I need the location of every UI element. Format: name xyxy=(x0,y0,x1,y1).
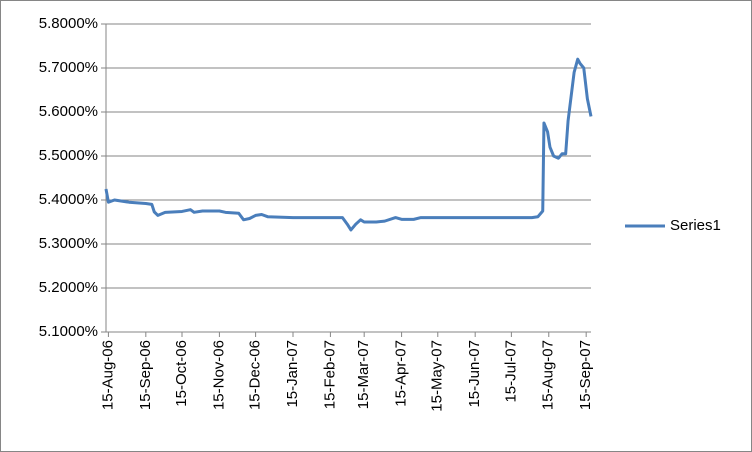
x-tick-label: 15-Jan-07 xyxy=(284,340,301,408)
x-tick-label: 15-Jul-07 xyxy=(502,340,519,403)
x-tick-label: 15-Dec-06 xyxy=(247,340,264,410)
x-tick-label: 15-Nov-06 xyxy=(210,340,227,410)
legend-label: Series1 xyxy=(670,217,721,234)
y-tick-label: 5.7000% xyxy=(39,59,98,76)
y-tick-label: 5.3000% xyxy=(39,235,98,252)
x-tick-label: 15-Sep-07 xyxy=(577,340,594,410)
x-tick-label: 15-Mar-07 xyxy=(355,340,372,409)
x-tick-label: 15-Apr-07 xyxy=(393,340,410,407)
x-tick-label: 15-Aug-06 xyxy=(99,340,116,410)
y-tick-label: 5.5000% xyxy=(39,147,98,164)
y-tick-label: 5.2000% xyxy=(39,279,98,296)
x-tick-label: 15-May-07 xyxy=(429,340,446,412)
x-tick-label: 15-Aug-07 xyxy=(540,340,557,410)
x-tick-label: 15-Jun-07 xyxy=(466,340,483,408)
x-tick-label: 15-Sep-06 xyxy=(137,340,154,410)
y-tick-label: 5.8000% xyxy=(39,15,98,32)
y-tick-label: 5.6000% xyxy=(39,103,98,120)
y-tick-label: 5.1000% xyxy=(39,323,98,340)
line xyxy=(104,57,593,232)
y-tick-label: 5.4000% xyxy=(39,191,98,208)
x-tick-label: 15-Feb-07 xyxy=(321,340,338,409)
x-tick-label: 15-Oct-06 xyxy=(173,340,190,407)
